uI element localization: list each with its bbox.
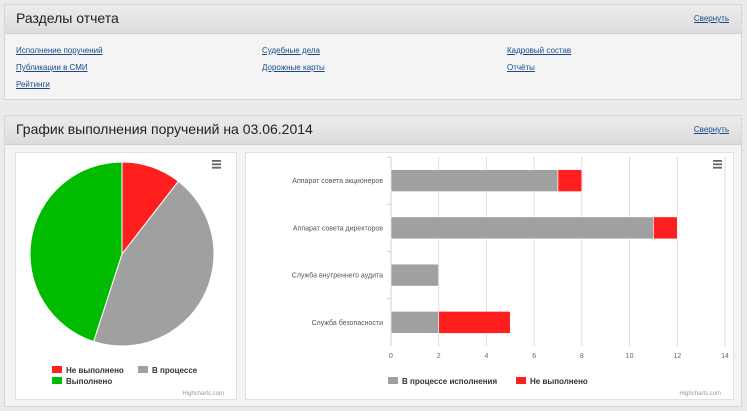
link-personnel[interactable]: Кадровый состав xyxy=(507,46,572,55)
pie-slice[interactable] xyxy=(29,161,123,343)
legend-label[interactable]: Не выполнено xyxy=(66,366,124,375)
legend-swatch xyxy=(516,377,526,384)
schedule-panel: График выполнения поручений на 03.06.201… xyxy=(4,115,742,407)
category-label: Служба внутреннего аудита xyxy=(292,272,383,280)
link-court-cases[interactable]: Судебные дела xyxy=(262,46,320,55)
bar-segment[interactable] xyxy=(557,169,583,192)
category-label: Аппарат совета директоров xyxy=(293,225,383,232)
bar-segment[interactable] xyxy=(438,311,511,334)
legend-label[interactable]: В процессе xyxy=(152,366,198,375)
bar-segment[interactable] xyxy=(653,216,678,240)
x-tick-label: 2 xyxy=(437,353,441,360)
pie-chart-box: Не выполнено В процессе Выполнено Highchar… xyxy=(15,152,237,400)
legend-label[interactable]: Выполнено xyxy=(66,377,112,386)
hamburger-icon[interactable] xyxy=(212,160,221,169)
link-roadmaps[interactable]: Дорожные карты xyxy=(262,63,325,72)
report-sections-panel: Разделы отчета Свернуть Исполнение поруч… xyxy=(4,4,742,100)
x-tick-label: 4 xyxy=(484,353,488,360)
bar-segment[interactable] xyxy=(390,263,440,287)
chart-credit[interactable]: Highcharts.com xyxy=(182,391,224,397)
legend-label[interactable]: Не выполнено xyxy=(530,377,588,386)
x-tick-label: 12 xyxy=(673,353,681,360)
report-sections-title: Разделы отчета xyxy=(16,10,119,26)
category-label: Служба безопасности xyxy=(312,319,384,327)
bar-segment[interactable] xyxy=(390,311,440,334)
collapse-schedule-link[interactable]: Свернуть xyxy=(693,125,729,134)
x-tick-label: 8 xyxy=(580,353,584,360)
pie-chart: Не выполнено В процессе Выполнено Highchar… xyxy=(29,160,224,397)
bar-chart-box: Аппарат совета акционеров Аппарат совета … xyxy=(245,152,734,400)
bar-segment[interactable] xyxy=(390,169,559,192)
link-orders-execution[interactable]: Исполнение поручений xyxy=(16,46,103,55)
category-label: Аппарат совета акционеров xyxy=(292,178,383,185)
legend-swatch xyxy=(138,366,148,373)
report-sections-header: Разделы отчета Свернуть xyxy=(5,5,741,34)
pie-slice[interactable] xyxy=(92,180,215,347)
x-tick-label: 0 xyxy=(389,353,393,360)
schedule-title: График выполнения поручений на 03.06.201… xyxy=(16,121,313,137)
link-reports[interactable]: Отчёты xyxy=(507,63,535,72)
bar-chart: Аппарат совета акционеров Аппарат совета … xyxy=(292,156,729,397)
link-media-publications[interactable]: Публикации в СМИ xyxy=(16,63,88,72)
collapse-sections-link[interactable]: Свернуть xyxy=(693,14,729,23)
legend-label[interactable]: В процессе исполнения xyxy=(402,377,497,386)
hamburger-icon[interactable] xyxy=(713,160,722,169)
x-tick-label: 14 xyxy=(721,353,729,360)
legend-swatch xyxy=(52,377,62,384)
report-links: Исполнение поручений Судебные дела Кадро… xyxy=(5,34,741,102)
link-ratings[interactable]: Рейтинги xyxy=(16,80,50,89)
x-tick-label: 10 xyxy=(626,353,634,360)
schedule-header: График выполнения поручений на 03.06.201… xyxy=(5,116,741,145)
legend-swatch xyxy=(52,366,62,373)
legend-swatch xyxy=(388,377,398,384)
x-tick-label: 6 xyxy=(532,353,536,360)
bar-segment[interactable] xyxy=(390,216,654,240)
chart-credit[interactable]: Highcharts.com xyxy=(679,391,721,397)
